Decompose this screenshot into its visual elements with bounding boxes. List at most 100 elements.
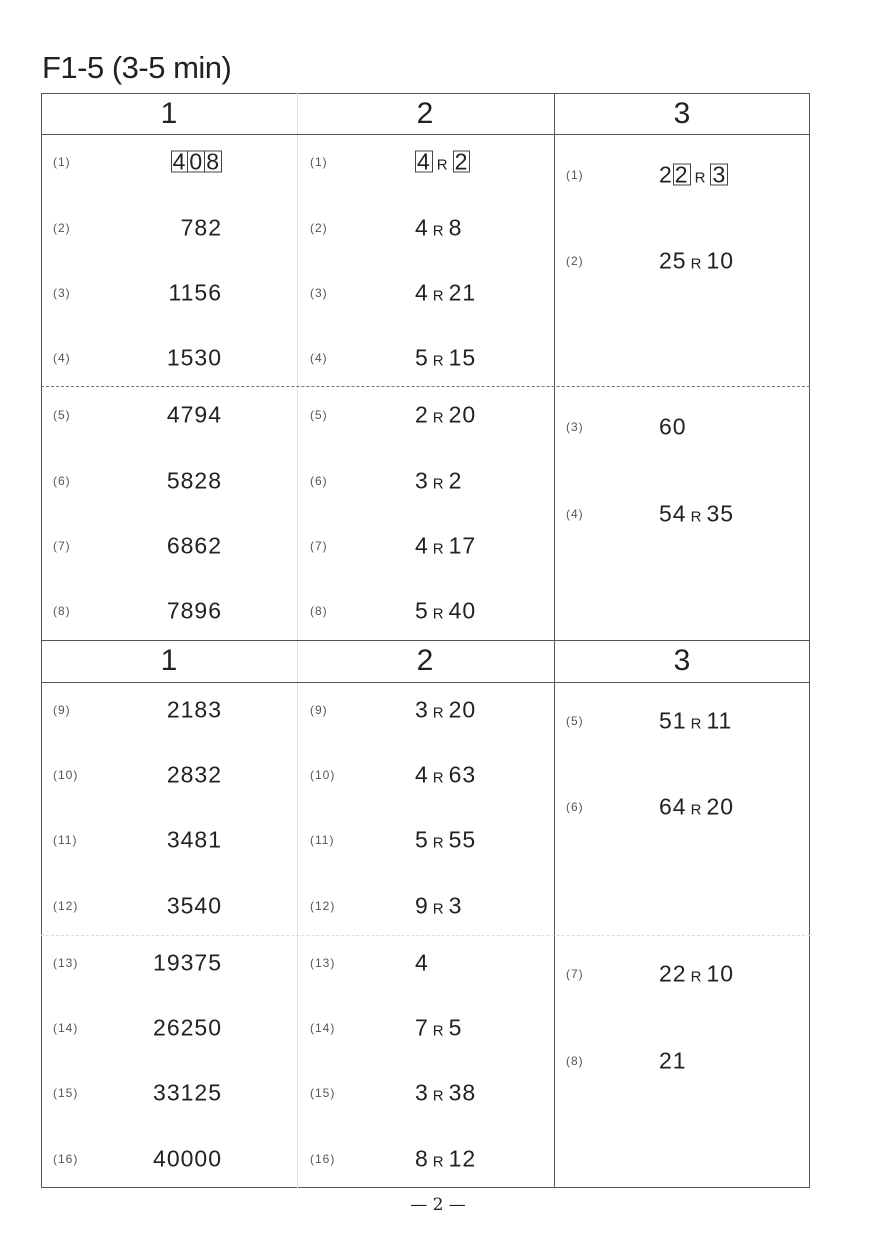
answer: 8 R 12 xyxy=(415,1146,476,1173)
boxed-digit: 0 xyxy=(187,148,206,175)
answer-number: 3 xyxy=(448,892,463,919)
answer-number: 26250 xyxy=(153,1014,222,1041)
remainder-mark: R xyxy=(432,1153,445,1171)
answer-number: 63 xyxy=(448,761,477,788)
problem-number: (7) xyxy=(310,539,328,553)
problem-number: (11) xyxy=(53,833,78,847)
problem-number: (15) xyxy=(53,1086,79,1100)
answer-number: 54 xyxy=(659,500,687,527)
remainder-mark: R xyxy=(432,540,445,558)
problem-number: (4) xyxy=(53,351,71,365)
remainder-mark: R xyxy=(432,769,445,787)
answer-number: 5 xyxy=(448,1014,463,1041)
answer-number: 8 xyxy=(415,1145,429,1172)
answer: 54 R 35 xyxy=(659,501,734,528)
answer-number: 38 xyxy=(448,1079,477,1106)
answer: 782 xyxy=(181,215,222,242)
answer: 22 R 3 xyxy=(659,161,729,189)
answer-number: 60 xyxy=(659,413,687,440)
answer-number: 2 xyxy=(415,401,429,428)
column-header-1: 1 xyxy=(160,97,178,130)
header-divider xyxy=(41,682,810,683)
boxed-digit: 2 xyxy=(452,148,471,175)
problem-number: (5) xyxy=(53,408,71,422)
boxed-digit: 2 xyxy=(672,161,691,188)
answer-number: 4 xyxy=(415,761,429,788)
answer-number: 33125 xyxy=(153,1079,222,1106)
answer-number: 35 xyxy=(706,500,735,527)
answer: 4 xyxy=(415,950,429,977)
remainder-mark: R xyxy=(690,508,703,526)
boxed-digit: 4 xyxy=(170,148,189,175)
problem-number: (1) xyxy=(310,155,328,169)
answer-number: 8 xyxy=(448,214,463,241)
problem-number: (16) xyxy=(53,1152,79,1166)
answer-number: 2183 xyxy=(166,696,222,723)
section-divider xyxy=(41,640,810,641)
answer-number: 782 xyxy=(180,214,222,241)
column-header-2: 2 xyxy=(416,97,434,130)
answer-number: 40000 xyxy=(153,1145,222,1172)
problem-number: (5) xyxy=(310,408,328,422)
problem-number: (10) xyxy=(310,768,336,782)
answer: 4794 xyxy=(167,402,222,429)
problem-number: (15) xyxy=(310,1086,336,1100)
answer: 5 R 40 xyxy=(415,598,476,625)
problem-number: (6) xyxy=(53,474,71,488)
answer-number: 20 xyxy=(448,696,477,723)
problem-number: (3) xyxy=(566,420,584,434)
remainder-mark: R xyxy=(436,156,449,174)
problem-number: (1) xyxy=(53,155,71,169)
answer: 33125 xyxy=(153,1080,222,1107)
answer-number: 3481 xyxy=(166,826,222,853)
answer: 51 R 11 xyxy=(659,708,732,735)
answer-number: 5828 xyxy=(166,467,222,494)
problem-number: (8) xyxy=(53,604,71,618)
answer: 3540 xyxy=(167,893,222,920)
answer-number: 7896 xyxy=(166,597,222,624)
answer: 22 R 10 xyxy=(659,961,734,988)
answer-number: 9 xyxy=(415,892,429,919)
answer-number: 1530 xyxy=(166,344,222,371)
answer-number: 19375 xyxy=(153,949,222,976)
problem-number: (8) xyxy=(566,1054,584,1068)
problem-number: (16) xyxy=(310,1152,336,1166)
answer: 40000 xyxy=(153,1146,222,1173)
problem-number: (10) xyxy=(53,768,79,782)
answer-number: 40 xyxy=(448,597,477,624)
answer-number: 3540 xyxy=(166,892,222,919)
answer: 21 xyxy=(659,1048,687,1075)
answer-number: 17 xyxy=(448,532,477,559)
answer-number: 21 xyxy=(448,279,477,306)
answer-number: 10 xyxy=(706,960,735,987)
answer: 6862 xyxy=(167,533,222,560)
problem-number: (6) xyxy=(566,800,584,814)
remainder-mark: R xyxy=(432,409,445,427)
problem-number: (7) xyxy=(53,539,71,553)
answer-number: 5 xyxy=(415,597,429,624)
answer-number: 4794 xyxy=(166,401,222,428)
problem-number: (5) xyxy=(566,714,584,728)
problem-number: (9) xyxy=(53,703,71,717)
answer-number: 21 xyxy=(659,1047,687,1074)
problem-number: (7) xyxy=(566,967,584,981)
answer-number: 2 xyxy=(659,161,673,188)
remainder-mark: R xyxy=(432,352,445,370)
answer-number: 5 xyxy=(415,344,429,371)
page-number: — 2 — xyxy=(410,1195,466,1215)
remainder-mark: R xyxy=(432,287,445,305)
answer: 5 R 55 xyxy=(415,827,476,854)
problem-number: (13) xyxy=(53,956,79,970)
page-title: F1-5 (3-5 min) xyxy=(42,50,232,85)
column-header-2: 2 xyxy=(416,644,434,677)
answer-number: 55 xyxy=(448,826,477,853)
problem-number: (12) xyxy=(310,899,336,913)
remainder-mark: R xyxy=(432,900,445,918)
remainder-mark: R xyxy=(432,704,445,722)
